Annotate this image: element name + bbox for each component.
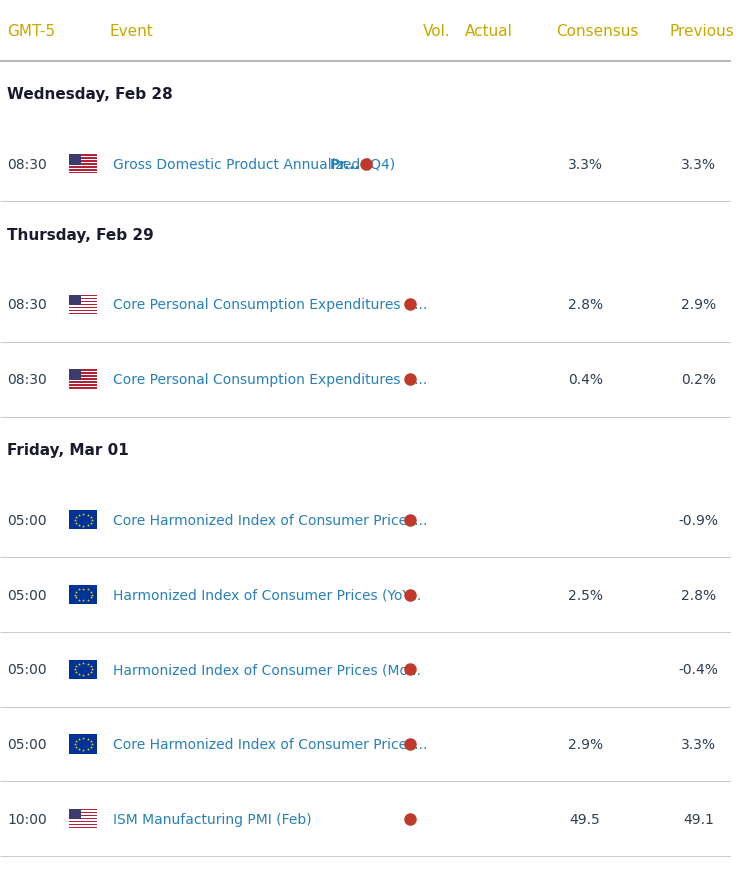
Bar (69, 156, 97, 158)
Bar (69, 370, 81, 380)
Text: Thursday, Feb 29: Thursday, Feb 29 (7, 227, 154, 242)
Bar (69, 810, 97, 812)
Bar (69, 827, 97, 828)
Text: GMT-5: GMT-5 (7, 24, 55, 39)
Bar (69, 173, 97, 174)
Bar (69, 825, 97, 827)
Bar (69, 823, 97, 824)
Bar (69, 814, 97, 815)
Bar (69, 162, 97, 164)
Bar (69, 375, 97, 376)
Bar (69, 313, 97, 314)
Text: Core Harmonized Index of Consumer Prices...: Core Harmonized Index of Consumer Prices… (114, 514, 428, 527)
Text: Wednesday, Feb 28: Wednesday, Feb 28 (7, 87, 173, 102)
Text: Friday, Mar 01: Friday, Mar 01 (7, 443, 129, 457)
Text: Event: Event (110, 24, 153, 39)
Bar (69, 371, 97, 373)
Bar (69, 158, 97, 160)
Bar (69, 386, 97, 388)
Bar (69, 815, 97, 817)
Bar (69, 310, 97, 312)
Bar (69, 660, 97, 680)
Bar (69, 384, 97, 385)
Bar (69, 380, 97, 382)
Bar (69, 382, 97, 384)
Bar (69, 167, 97, 169)
Text: Harmonized Index of Consumer Prices (Mo...: Harmonized Index of Consumer Prices (Mo.… (114, 663, 421, 676)
Bar (69, 388, 97, 389)
Bar (69, 812, 97, 814)
Bar (69, 155, 97, 156)
Bar (69, 305, 97, 306)
Bar (69, 378, 97, 379)
Text: Consensus: Consensus (556, 24, 638, 39)
Bar (69, 164, 97, 165)
Text: 2.8%: 2.8% (568, 299, 603, 312)
Bar (69, 301, 97, 303)
Text: 05:00: 05:00 (7, 514, 47, 527)
Text: 05:00: 05:00 (7, 663, 47, 676)
Bar (69, 307, 97, 309)
Bar (69, 585, 97, 604)
Bar (69, 817, 97, 818)
Bar (69, 155, 81, 165)
Bar (69, 309, 97, 310)
Bar (69, 295, 81, 306)
Bar (69, 295, 97, 297)
Text: 08:30: 08:30 (7, 299, 47, 312)
Text: Actual: Actual (465, 24, 512, 39)
Bar (69, 510, 97, 529)
Text: 08:30: 08:30 (7, 158, 47, 171)
Bar (69, 376, 97, 378)
Text: 0.2%: 0.2% (681, 373, 716, 386)
Text: Core Personal Consumption Expenditures - ...: Core Personal Consumption Expenditures -… (114, 299, 427, 312)
Text: Vol.: Vol. (423, 24, 450, 39)
Text: ISM Manufacturing PMI (Feb): ISM Manufacturing PMI (Feb) (114, 812, 312, 825)
Bar (69, 818, 97, 819)
Text: 2.5%: 2.5% (568, 588, 603, 601)
Bar (69, 165, 97, 167)
Text: 3.3%: 3.3% (681, 158, 716, 171)
Bar (69, 385, 97, 386)
Text: 3.3%: 3.3% (568, 158, 603, 171)
Text: 49.1: 49.1 (683, 812, 714, 825)
Text: Harmonized Index of Consumer Prices (YoY...: Harmonized Index of Consumer Prices (YoY… (114, 588, 421, 601)
Bar (69, 824, 97, 825)
Bar (69, 171, 97, 173)
Bar (69, 373, 97, 375)
Text: Pr...: Pr... (330, 158, 361, 171)
Text: 2.9%: 2.9% (568, 738, 603, 751)
Text: Previous: Previous (669, 24, 734, 39)
Text: 05:00: 05:00 (7, 588, 47, 601)
Bar (69, 299, 97, 300)
Text: Gross Domestic Product Annualized (Q4): Gross Domestic Product Annualized (Q4) (114, 158, 395, 171)
Bar (69, 169, 97, 171)
Bar (69, 379, 97, 380)
Bar (69, 161, 97, 162)
Text: 49.5: 49.5 (570, 812, 601, 825)
Text: 08:30: 08:30 (7, 373, 47, 386)
Text: 2.8%: 2.8% (681, 588, 716, 601)
Text: 10:00: 10:00 (7, 812, 47, 825)
Text: -0.9%: -0.9% (678, 514, 719, 527)
Text: Core Personal Consumption Expenditures - ...: Core Personal Consumption Expenditures -… (114, 373, 427, 386)
Text: Core Harmonized Index of Consumer Prices...: Core Harmonized Index of Consumer Prices… (114, 738, 428, 751)
Bar (69, 303, 97, 305)
Text: 0.4%: 0.4% (568, 373, 603, 386)
Bar (69, 306, 97, 307)
Bar (69, 160, 97, 161)
Text: 3.3%: 3.3% (681, 738, 716, 751)
Bar (69, 734, 97, 753)
Bar (69, 300, 97, 301)
Text: -0.4%: -0.4% (678, 663, 719, 676)
Text: 2.9%: 2.9% (681, 299, 716, 312)
Bar (69, 819, 97, 821)
Bar (69, 297, 97, 299)
Text: 05:00: 05:00 (7, 738, 47, 751)
Bar (69, 821, 97, 823)
Bar (69, 312, 97, 313)
Bar (69, 810, 81, 819)
